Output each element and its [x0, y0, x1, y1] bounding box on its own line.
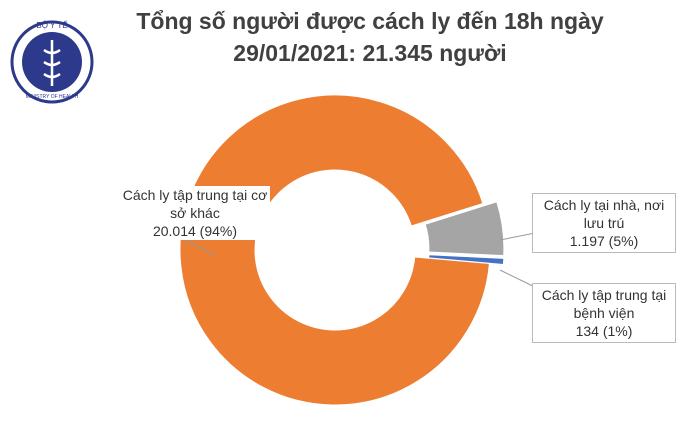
- logo-bottom: MINISTRY OF HEALTH: [26, 94, 79, 100]
- logo: BỘ Y TẾ MINISTRY OF HEALTH: [10, 20, 94, 104]
- category-label: Cách ly tại nhà, nơi lưu trú: [543, 197, 665, 231]
- value-label: 20.014 (94%): [152, 223, 238, 239]
- category-label: Cách ly tập trung tại cơ sở khác: [122, 187, 268, 221]
- value-label: 1.197 (5%): [569, 233, 639, 249]
- value-label: 134 (1%): [575, 323, 633, 339]
- data-label: Cách ly tập trung tại bệnh viện 134 (1%): [532, 283, 676, 343]
- logo-top: BỘ Y TẾ: [36, 20, 67, 30]
- chart-title: Tổng số người được cách ly đến 18h ngày: [136, 8, 604, 34]
- chart-subtitle: 29/01/2021: 21.345 người: [233, 40, 507, 66]
- slice: [424, 201, 505, 257]
- data-label: Cách ly tại nhà, nơi lưu trú 1.197 (5%): [532, 193, 676, 253]
- category-label: Cách ly tập trung tại bệnh viện: [541, 287, 667, 321]
- data-label: Cách ly tập trung tại cơ sở khác 20.014 (…: [120, 186, 270, 240]
- slice: [428, 254, 505, 265]
- slice: [179, 94, 490, 406]
